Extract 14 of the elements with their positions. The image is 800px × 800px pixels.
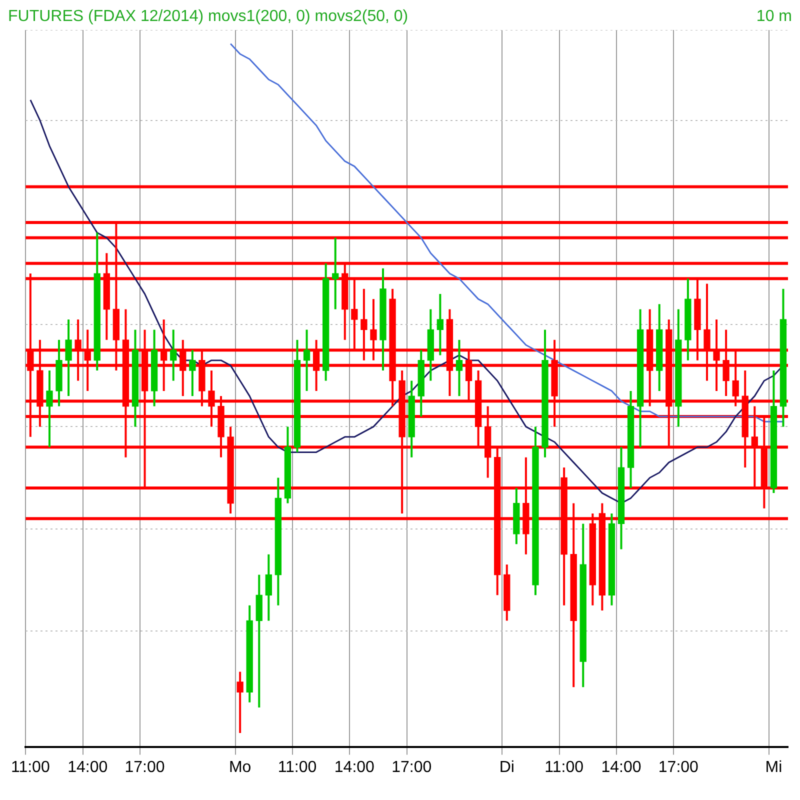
x-tick-label: 14:00 [601,758,642,776]
x-tick-label: 11:00 [10,758,50,776]
chart-title: FUTURES (FDAX 12/2014) movs1(200, 0) movs2(50, 0) [8,8,408,27]
x-tick-label: 17:00 [658,758,699,776]
x-tick-label: 14:00 [68,758,108,776]
x-tick-label: Mo [228,758,252,776]
x-tick-label: 17:00 [124,758,165,776]
text: 10 m [756,8,792,27]
x-tick-label: 17:00 [392,758,432,776]
x-tick-label: 11:00 [544,758,584,776]
x-tick-label: Mi [765,758,782,776]
x-tick-label: 14:00 [334,758,375,776]
x-tick-label: 11:00 [278,758,317,776]
x-tick-label: Di [499,758,514,776]
